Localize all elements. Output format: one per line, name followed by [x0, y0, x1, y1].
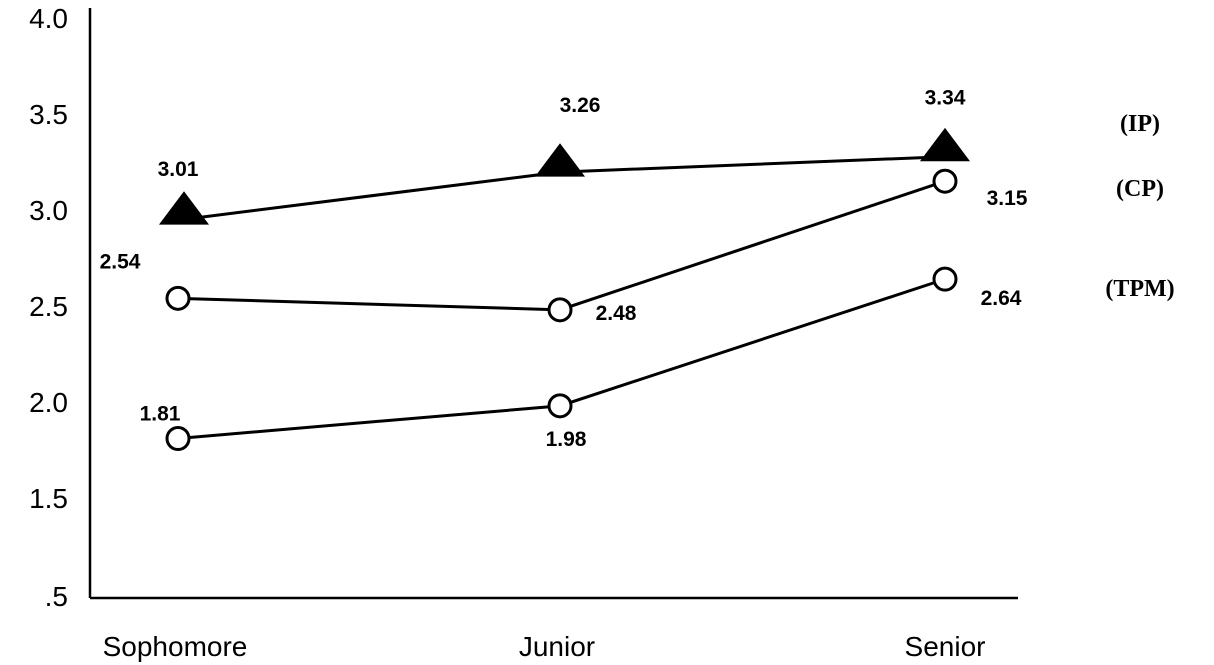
chart-axes: [88, 8, 1018, 600]
legend: (IP) (CP) (TPM): [1105, 111, 1174, 302]
y-tick-label: 3.0: [29, 195, 68, 226]
triangle-marker: [920, 127, 970, 162]
x-tick-labels: Sophomore Junior Senior: [103, 631, 986, 662]
y-tick-label: 2.5: [29, 291, 68, 322]
triangle-marker: [535, 143, 585, 177]
series-line: [177, 179, 946, 312]
y-tick-label: .5: [45, 581, 68, 612]
x-tick-label: Senior: [905, 631, 986, 662]
legend-entry: (IP): [1120, 111, 1160, 137]
circle-marker: [547, 297, 573, 323]
data-label: 3.15: [987, 187, 1028, 210]
legend-entry: (CP): [1116, 176, 1164, 202]
data-label: 2.64: [981, 287, 1022, 310]
x-tick-label: Junior: [519, 631, 595, 662]
circle-marker: [165, 285, 191, 311]
y-tick-label: 4.0: [29, 3, 68, 34]
data-label: 1.98: [546, 428, 587, 451]
data-label: 3.01: [158, 158, 199, 181]
series-markers: [159, 127, 970, 451]
y-tick-label: 3.5: [29, 99, 68, 130]
circle-marker: [165, 425, 191, 451]
legend-entry: (TPM): [1105, 276, 1174, 302]
y-tick-label: 1.5: [29, 483, 68, 514]
circle-marker: [932, 168, 958, 194]
x-tick-label: Sophomore: [103, 631, 248, 662]
data-label: 2.54: [100, 250, 141, 273]
y-tick-labels: 4.0 3.5 3.0 2.5 2.0 1.5 .5: [29, 3, 68, 612]
circle-marker: [547, 393, 573, 419]
data-label: 2.48: [596, 302, 637, 325]
data-labels: 3.01 3.26 3.34 2.54 2.48 3.15 1.81 1.98 2.64: [100, 87, 1028, 451]
data-label: 3.26: [560, 94, 601, 117]
circle-marker: [932, 266, 958, 292]
y-tick-label: 2.0: [29, 387, 68, 418]
data-label: 1.81: [140, 402, 181, 425]
triangle-marker: [159, 191, 209, 225]
data-label: 3.34: [925, 87, 966, 110]
